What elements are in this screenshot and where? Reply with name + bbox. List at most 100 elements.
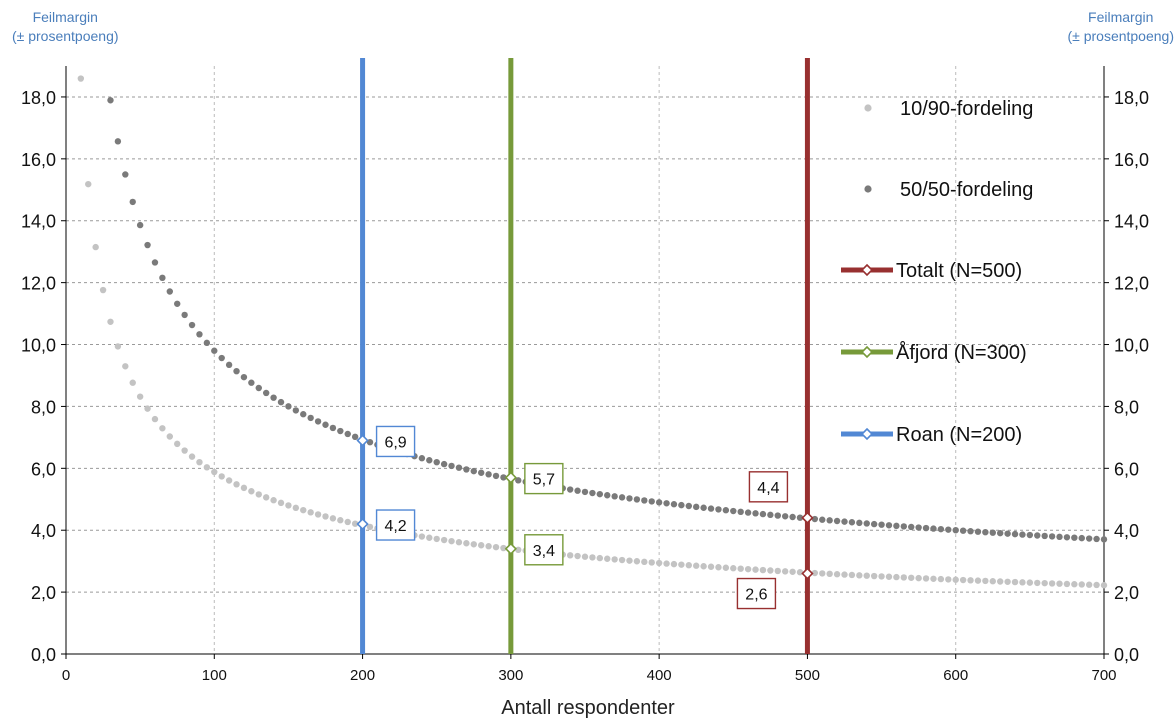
data-point xyxy=(1019,579,1026,586)
data-point xyxy=(300,411,307,418)
data-point xyxy=(1071,581,1078,588)
data-point xyxy=(752,510,759,517)
data-point xyxy=(604,492,611,499)
data-point xyxy=(685,502,692,510)
data-point xyxy=(285,502,292,509)
data-point xyxy=(225,361,233,369)
y-tick-label-left: 12,0 xyxy=(21,274,56,294)
data-point xyxy=(989,578,996,585)
data-point xyxy=(856,519,863,527)
data-point xyxy=(203,464,211,471)
data-point xyxy=(418,455,426,462)
data-point xyxy=(166,288,173,295)
y-tick-label-left: 4,0 xyxy=(31,521,56,541)
data-point xyxy=(589,554,596,561)
data-point xyxy=(1034,579,1041,587)
data-point xyxy=(329,515,337,522)
data-point xyxy=(841,571,848,578)
data-point xyxy=(1011,530,1019,538)
data-point xyxy=(159,274,166,282)
data-point xyxy=(759,566,767,574)
marker xyxy=(504,471,517,484)
data-point xyxy=(211,468,218,476)
legend-marker xyxy=(860,345,874,359)
legend-label: 50/50-fordeling xyxy=(900,179,1033,201)
data-point xyxy=(952,526,959,534)
data-point xyxy=(285,403,292,410)
data-point xyxy=(248,379,255,386)
data-point xyxy=(885,573,893,580)
data-point xyxy=(715,564,722,571)
data-point xyxy=(440,460,448,468)
data-point xyxy=(233,481,240,488)
data-point xyxy=(900,523,908,530)
data-point xyxy=(604,555,611,562)
x-tick-label: 700 xyxy=(1091,667,1116,684)
data-point xyxy=(366,523,374,531)
data-point xyxy=(781,513,789,520)
data-point xyxy=(841,518,848,525)
data-point xyxy=(500,474,507,481)
legend-label: Åfjord (N=300) xyxy=(896,341,1027,364)
data-point xyxy=(448,462,455,470)
data-point xyxy=(500,544,507,552)
y-tick-label-right: 2,0 xyxy=(1114,583,1139,603)
data-point xyxy=(581,553,589,560)
data-point xyxy=(863,572,870,579)
data-point xyxy=(470,541,477,548)
data-point xyxy=(982,528,989,536)
data-point xyxy=(819,570,826,577)
marker xyxy=(801,567,814,580)
data-point xyxy=(1063,534,1071,541)
x-tick-label: 0 xyxy=(62,667,70,684)
data-point xyxy=(248,488,255,495)
data-point xyxy=(930,525,937,532)
data-point xyxy=(492,543,500,551)
data-point xyxy=(144,405,151,412)
y-tick-label-right: 10,0 xyxy=(1114,336,1149,356)
data-point xyxy=(937,525,945,533)
data-point xyxy=(611,493,618,500)
data-point xyxy=(448,537,455,545)
data-label-box xyxy=(375,425,416,458)
reference-lines: 4,4 2,6 5,7 3,4 6,9 4,2 xyxy=(356,58,814,654)
y-tick-label-left: 0,0 xyxy=(31,645,56,665)
data-point xyxy=(426,457,433,464)
data-point xyxy=(107,97,114,104)
data-point xyxy=(270,394,277,401)
y-tick-label-right: 8,0 xyxy=(1114,397,1139,417)
data-point xyxy=(85,180,92,188)
y-tick-label-right: 12,0 xyxy=(1114,274,1149,294)
data-point xyxy=(196,331,203,338)
data-point xyxy=(685,562,692,569)
data-point xyxy=(670,501,678,508)
x-tick-label: 100 xyxy=(202,667,227,684)
data-point xyxy=(648,498,655,505)
data-point xyxy=(819,516,826,523)
data-point xyxy=(574,552,581,560)
data-point xyxy=(937,575,945,583)
data-point xyxy=(730,507,737,515)
data-point xyxy=(774,567,781,575)
data-label: 6,9 xyxy=(384,434,406,451)
data-point xyxy=(641,558,648,566)
data-point xyxy=(707,563,715,570)
data-point xyxy=(878,521,885,528)
data-point xyxy=(893,573,900,581)
data-point xyxy=(767,567,774,574)
data-point xyxy=(967,528,974,535)
y-tick-label-left: 2,0 xyxy=(31,583,56,603)
legend-label: Totalt (N=500) xyxy=(896,260,1022,282)
data-point xyxy=(262,494,270,501)
y-tick-label-right: 4,0 xyxy=(1114,521,1139,541)
y-axis-title-left: Feilmargin (± prosentpoeng) xyxy=(12,8,119,46)
data-point xyxy=(737,565,744,572)
data-point xyxy=(122,171,129,178)
data-point xyxy=(974,577,982,584)
data-point xyxy=(314,418,322,425)
data-point xyxy=(240,373,248,381)
data-point xyxy=(596,554,604,562)
x-tick-label: 600 xyxy=(943,667,968,684)
data-point xyxy=(959,527,967,534)
